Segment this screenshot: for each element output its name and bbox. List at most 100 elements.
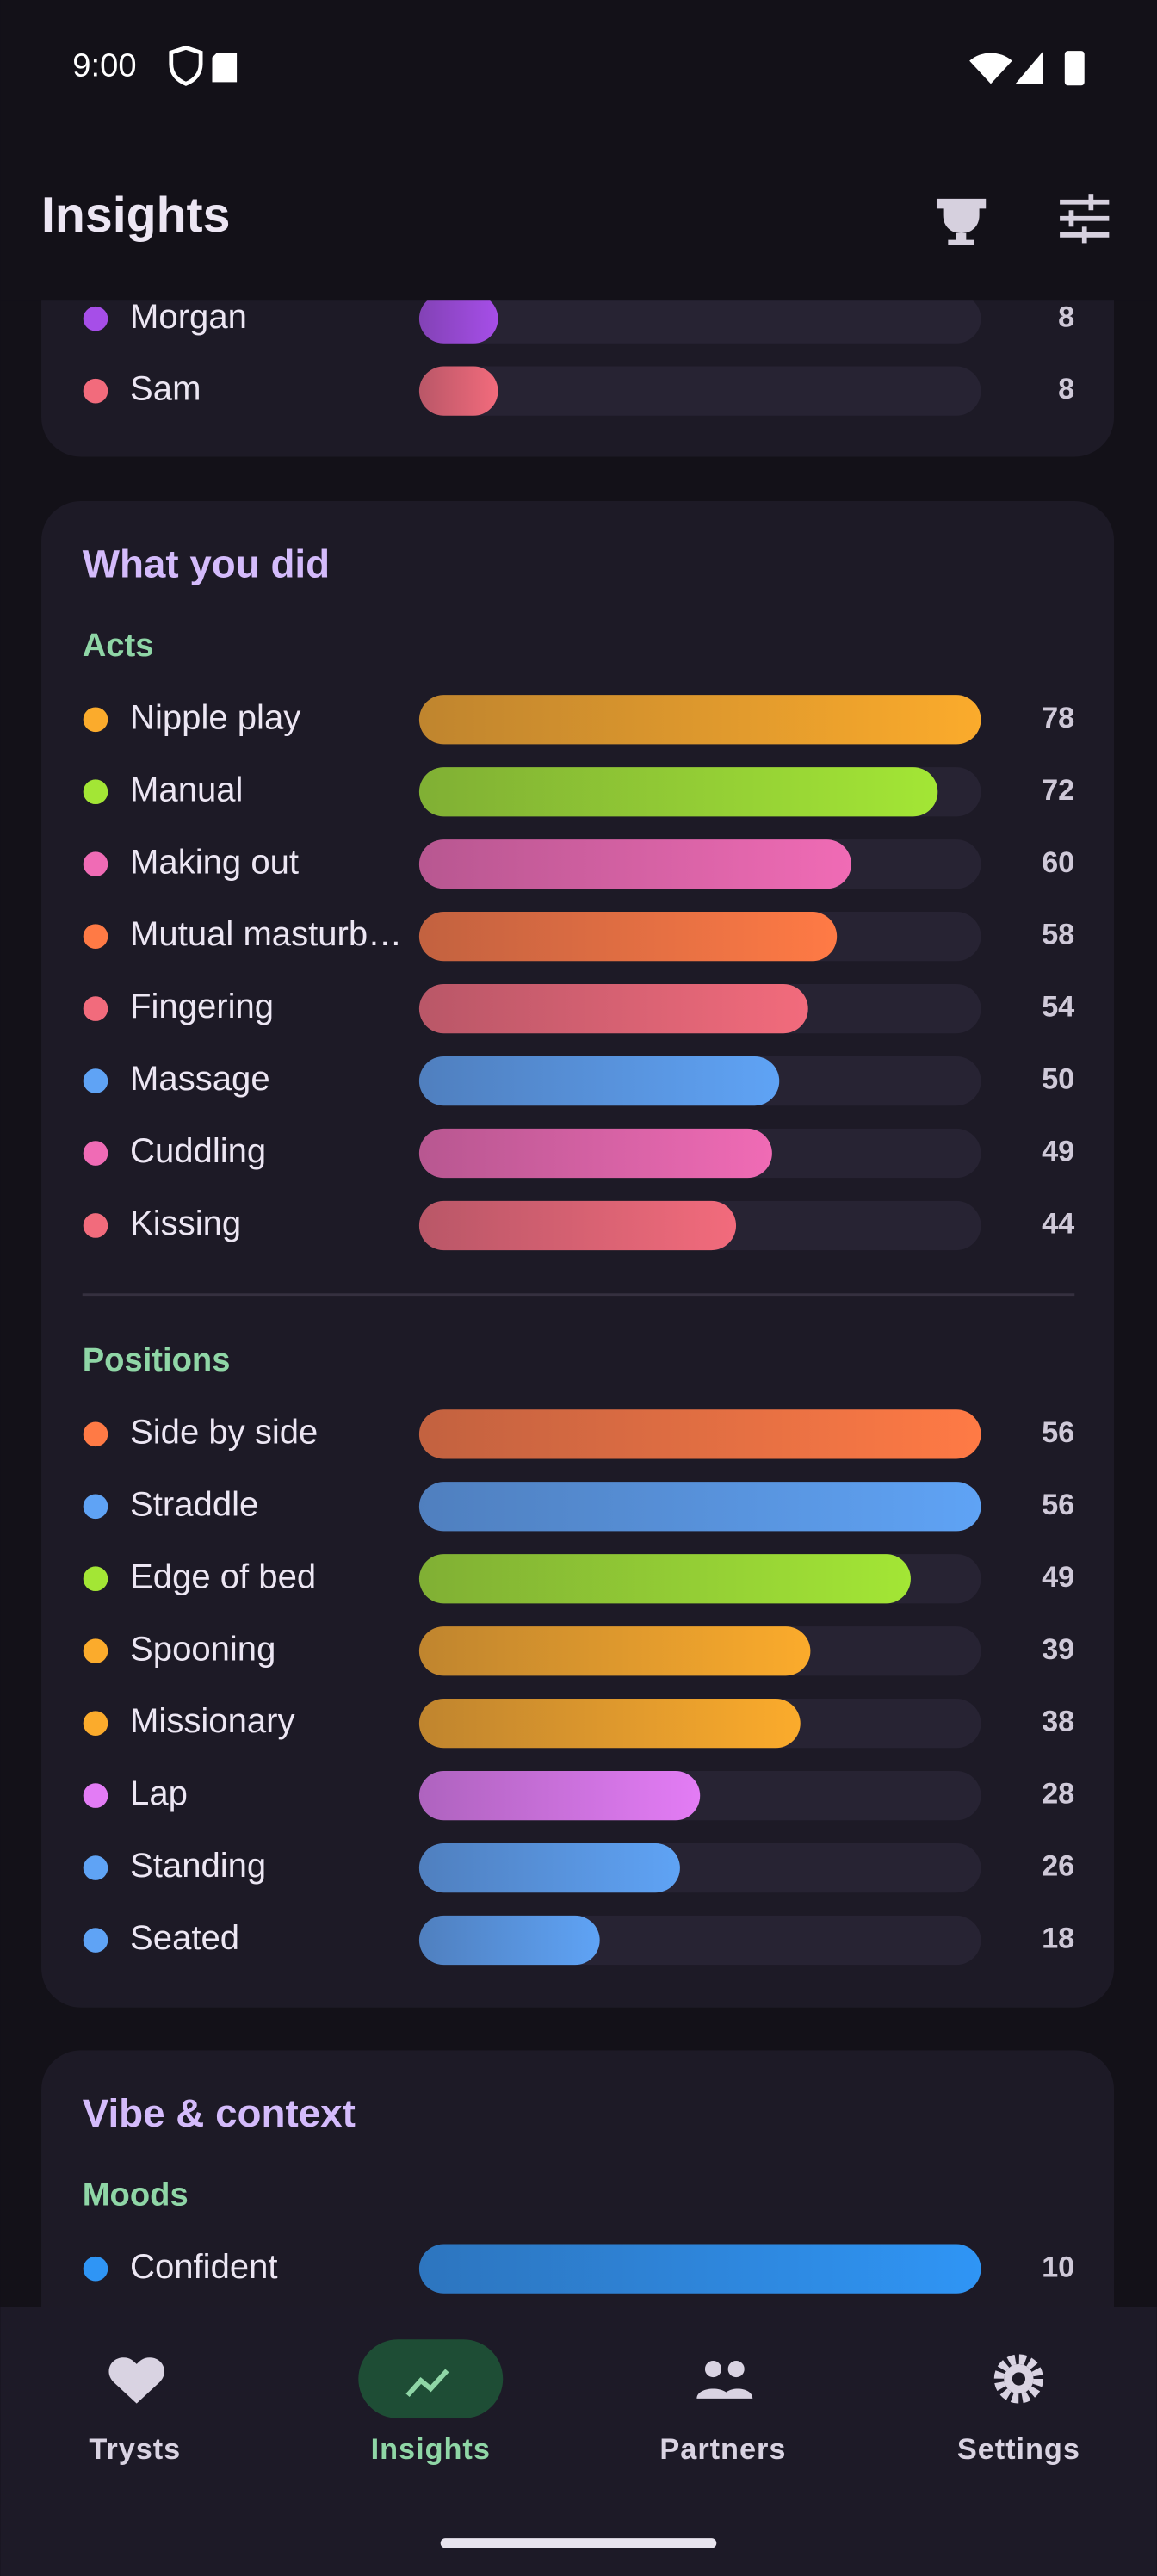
status-time: 9:00 [72, 46, 136, 84]
bar [418, 1771, 701, 1821]
nav-background [0, 2307, 1157, 2576]
nav-label[interactable]: Settings [957, 2433, 1080, 2466]
bar [418, 1200, 737, 1251]
sd-card-icon [212, 53, 238, 83]
row-label: Confident [130, 2248, 278, 2286]
row-value: 49 [1042, 1136, 1074, 1168]
trophy-button[interactable] [936, 198, 987, 245]
bar [418, 983, 808, 1034]
shield-icon [169, 45, 203, 86]
legend-dot [83, 1141, 108, 1166]
nav-label[interactable]: Insights [371, 2433, 491, 2466]
row-value: 44 [1042, 1208, 1074, 1241]
row-label: Nipple play [130, 698, 300, 736]
bar [418, 1482, 981, 1532]
row-label: Manual [130, 771, 243, 808]
row-value: 38 [1042, 1706, 1074, 1738]
legend-dot [83, 707, 108, 733]
row-value: 18 [1042, 1923, 1074, 1955]
row-label: Morgan [130, 298, 247, 336]
bar-track [418, 294, 981, 344]
row-value: 58 [1042, 919, 1074, 951]
legend-dot [83, 996, 108, 1021]
app-title: Insights [41, 188, 230, 243]
trysts-icon[interactable] [108, 2357, 164, 2404]
legend-dot [83, 1855, 108, 1880]
header-background [0, 0, 1157, 301]
legend-dot [83, 1928, 108, 1953]
signal-icon [1015, 51, 1044, 84]
row-label: Cuddling [130, 1132, 266, 1170]
row-label: Mutual masturb… [130, 915, 402, 953]
legend-dot [83, 1068, 108, 1093]
bar [418, 1626, 811, 1676]
row-value: 10 [1042, 2251, 1074, 2283]
legend-dot [83, 779, 108, 805]
row-label: Fingering [130, 988, 274, 1025]
row-label: Edge of bed [130, 1557, 316, 1595]
row-label: Standing [130, 1847, 266, 1885]
legend-dot [83, 1711, 108, 1736]
row-label: Kissing [130, 1204, 241, 1242]
group-title: Moods [83, 2176, 189, 2213]
legend-dot [83, 1213, 108, 1238]
bar [418, 767, 938, 817]
row-value: 56 [1042, 1416, 1074, 1449]
row-value: 60 [1042, 846, 1074, 879]
section-title: What you did [83, 542, 330, 585]
section-title: Vibe & context [83, 2091, 356, 2135]
wifi-icon [969, 53, 1012, 84]
legend-dot [83, 1566, 108, 1592]
nav-label[interactable]: Partners [659, 2433, 786, 2466]
bottom-nav: Trysts Insights Partners Settings [0, 2307, 1157, 2576]
bar [418, 695, 981, 745]
legend-dot [83, 851, 108, 877]
bar [418, 1056, 780, 1106]
row-label: Seated [130, 1919, 239, 1957]
legend-dot [83, 2256, 108, 2282]
battery-icon [1064, 51, 1085, 86]
legend-dot [83, 1783, 108, 1808]
bar [418, 839, 851, 889]
row-label: Straddle [130, 1485, 258, 1523]
filter-button[interactable] [1060, 194, 1110, 244]
bar [418, 1699, 801, 1749]
bar [418, 294, 498, 344]
row-value: 78 [1042, 702, 1074, 734]
bar [418, 366, 498, 416]
legend-dot [83, 378, 108, 404]
home-indicator [440, 2538, 717, 2548]
legend-dot [83, 1494, 108, 1520]
bar [418, 1554, 911, 1604]
nav-label[interactable]: Trysts [89, 2433, 181, 2466]
row-label: Massage [130, 1060, 270, 1098]
row-value: 26 [1042, 1850, 1074, 1883]
bar [418, 1915, 600, 1966]
insights-icon[interactable] [405, 2369, 449, 2398]
row-label: Making out [130, 843, 299, 881]
row-value: 49 [1042, 1561, 1074, 1594]
row-label: Sam [130, 370, 201, 408]
group-title: Positions [83, 1341, 231, 1378]
legend-dot [83, 924, 108, 949]
row-value: 28 [1042, 1778, 1074, 1811]
bar [418, 1128, 772, 1179]
partners-icon[interactable] [696, 2361, 753, 2399]
bar [418, 1409, 981, 1459]
row-value: 56 [1042, 1489, 1074, 1521]
row-label: Spooning [130, 1630, 275, 1668]
settings-icon[interactable] [993, 2354, 1044, 2404]
row-label: Side by side [130, 1413, 318, 1451]
top-bar: 9:00 Insights [0, 0, 1157, 301]
row-value: 39 [1042, 1633, 1074, 1666]
row-value: 8 [1058, 300, 1074, 333]
legend-dot [83, 1421, 108, 1447]
row-value: 8 [1058, 373, 1074, 406]
row-value: 72 [1042, 774, 1074, 807]
active-indicator [358, 2339, 504, 2418]
bar [418, 2244, 981, 2294]
row-label: Lap [130, 1774, 188, 1812]
row-value: 54 [1042, 991, 1074, 1024]
